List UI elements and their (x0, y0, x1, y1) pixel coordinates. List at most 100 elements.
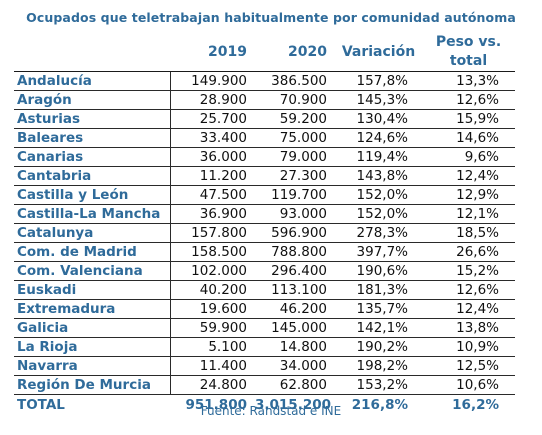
cell-region: Euskadi (14, 280, 171, 300)
cell-variacion: 135,7% (335, 299, 422, 319)
cell-2020: 79.000 (255, 147, 335, 167)
cell-peso: 10,9% (422, 337, 515, 357)
cell-variacion: 145,3% (335, 90, 422, 110)
cell-peso: 15,2% (422, 261, 515, 281)
cell-2020: 596.900 (255, 223, 335, 243)
header-2019: 2019 (170, 33, 255, 72)
cell-peso: 18,5% (422, 223, 515, 243)
cell-peso: 9,6% (422, 147, 515, 167)
cell-peso: 12,4% (422, 299, 515, 319)
cell-peso: 12,5% (422, 356, 515, 376)
cell-region: Com. de Madrid (14, 242, 171, 262)
cell-2019: 47.500 (170, 185, 255, 205)
cell-2019: 36.900 (170, 204, 255, 224)
header-2020: 2020 (255, 33, 335, 72)
cell-variacion: 130,4% (335, 109, 422, 129)
cell-peso: 12,9% (422, 185, 515, 205)
table-row: Extremadura 19.600 46.200 135,7% 12,4% (14, 299, 515, 319)
table-row: Navarra 11.400 34.000 198,2% 12,5% (14, 356, 515, 376)
cell-variacion: 397,7% (335, 242, 422, 262)
cell-peso: 12,6% (422, 280, 515, 300)
table-row: La Rioja 5.100 14.800 190,2% 10,9% (14, 337, 515, 357)
cell-2019: 11.200 (170, 166, 255, 186)
total-cell-region: TOTAL (17, 397, 65, 413)
teleworkers-table: 2019 2020 Variación Peso vs. total Andal… (14, 33, 515, 415)
cell-variacion: 152,0% (335, 204, 422, 224)
cell-2019: 5.100 (170, 337, 255, 357)
cell-2019: 28.900 (170, 90, 255, 110)
cell-2020: 788.800 (255, 242, 335, 262)
cell-2020: 70.900 (255, 90, 335, 110)
table-row: Cantabria 11.200 27.300 143,8% 12,4% (14, 166, 515, 186)
cell-variacion: 190,2% (335, 337, 422, 357)
header-variacion: Variación (335, 33, 422, 72)
table-row: Asturias 25.700 59.200 130,4% 15,9% (14, 109, 515, 129)
total-cell-peso: 16,2% (452, 397, 499, 413)
table-row: Catalunya 157.800 596.900 278,3% 18,5% (14, 223, 515, 243)
cell-2020: 113.100 (255, 280, 335, 300)
cell-variacion: 278,3% (335, 223, 422, 243)
source-note: Fuente: Randstad e INE (200, 404, 342, 418)
table-row: Andalucía 149.900 386.500 157,8% 13,3% (14, 71, 515, 91)
cell-2019: 157.800 (170, 223, 255, 243)
cell-2019: 40.200 (170, 280, 255, 300)
cell-2019: 36.000 (170, 147, 255, 167)
cell-variacion: 119,4% (335, 147, 422, 167)
cell-region: Navarra (14, 356, 171, 376)
cell-peso: 12,6% (422, 90, 515, 110)
cell-2019: 33.400 (170, 128, 255, 148)
cell-region: La Rioja (14, 337, 171, 357)
cell-peso: 26,6% (422, 242, 515, 262)
table-title: Ocupados que teletrabajan habitualmente … (26, 10, 516, 25)
cell-2019: 158.500 (170, 242, 255, 262)
cell-2019: 25.700 (170, 109, 255, 129)
table-row: Baleares 33.400 75.000 124,6% 14,6% (14, 128, 515, 148)
cell-region: Catalunya (14, 223, 171, 243)
cell-peso: 13,3% (422, 71, 515, 91)
cell-region: Cantabria (14, 166, 171, 186)
table-row: Región De Murcia 24.800 62.800 153,2% 10,6% (14, 375, 515, 395)
cell-2020: 145.000 (255, 318, 335, 338)
cell-2020: 46.200 (255, 299, 335, 319)
cell-region: Región De Murcia (14, 375, 171, 395)
cell-region: Castilla-La Mancha (14, 204, 171, 224)
table-row: Galicia 59.900 145.000 142,1% 13,8% (14, 318, 515, 338)
cell-2019: 102.000 (170, 261, 255, 281)
table-row: Com. de Madrid 158.500 788.800 397,7% 26,6% (14, 242, 515, 262)
cell-2020: 75.000 (255, 128, 335, 148)
total-cell-2020: 3.015.200 (255, 397, 332, 413)
cell-2020: 59.200 (255, 109, 335, 129)
cell-2019: 19.600 (170, 299, 255, 319)
cell-variacion: 143,8% (335, 166, 422, 186)
cell-region: Andalucía (14, 71, 171, 91)
cell-variacion: 198,2% (335, 356, 422, 376)
cell-2020: 27.300 (255, 166, 335, 186)
cell-2019: 24.800 (170, 375, 255, 395)
cell-region: Canarias (14, 147, 171, 167)
header-region (14, 33, 170, 72)
table-row: Castilla-La Mancha 36.900 93.000 152,0% 12,1… (14, 204, 515, 224)
cell-variacion: 124,6% (335, 128, 422, 148)
table-row: Canarias 36.000 79.000 119,4% 9,6% (14, 147, 515, 167)
cell-peso: 10,6% (422, 375, 515, 395)
table-row: Castilla y León 47.500 119.700 152,0% 12,9% (14, 185, 515, 205)
cell-region: Extremadura (14, 299, 171, 319)
cell-peso: 14,6% (422, 128, 515, 148)
cell-2019: 149.900 (170, 71, 255, 91)
cell-2019: 11.400 (170, 356, 255, 376)
cell-variacion: 157,8% (335, 71, 422, 91)
total-cell-2019: 951.800 (185, 397, 248, 413)
header-row: 2019 2020 Variación Peso vs. total (14, 33, 515, 72)
header-peso: Peso vs. total (422, 33, 515, 72)
table-row: Euskadi 40.200 113.100 181,3% 12,6% (14, 280, 515, 300)
cell-2020: 93.000 (255, 204, 335, 224)
cell-2020: 34.000 (255, 356, 335, 376)
cell-variacion: 181,3% (335, 280, 422, 300)
cell-2019: 59.900 (170, 318, 255, 338)
cell-region: Castilla y León (14, 185, 171, 205)
cell-region: Com. Valenciana (14, 261, 171, 281)
cell-region: Aragón (14, 90, 171, 110)
table-row: Aragón 28.900 70.900 145,3% 12,6% (14, 90, 515, 110)
cell-variacion: 152,0% (335, 185, 422, 205)
